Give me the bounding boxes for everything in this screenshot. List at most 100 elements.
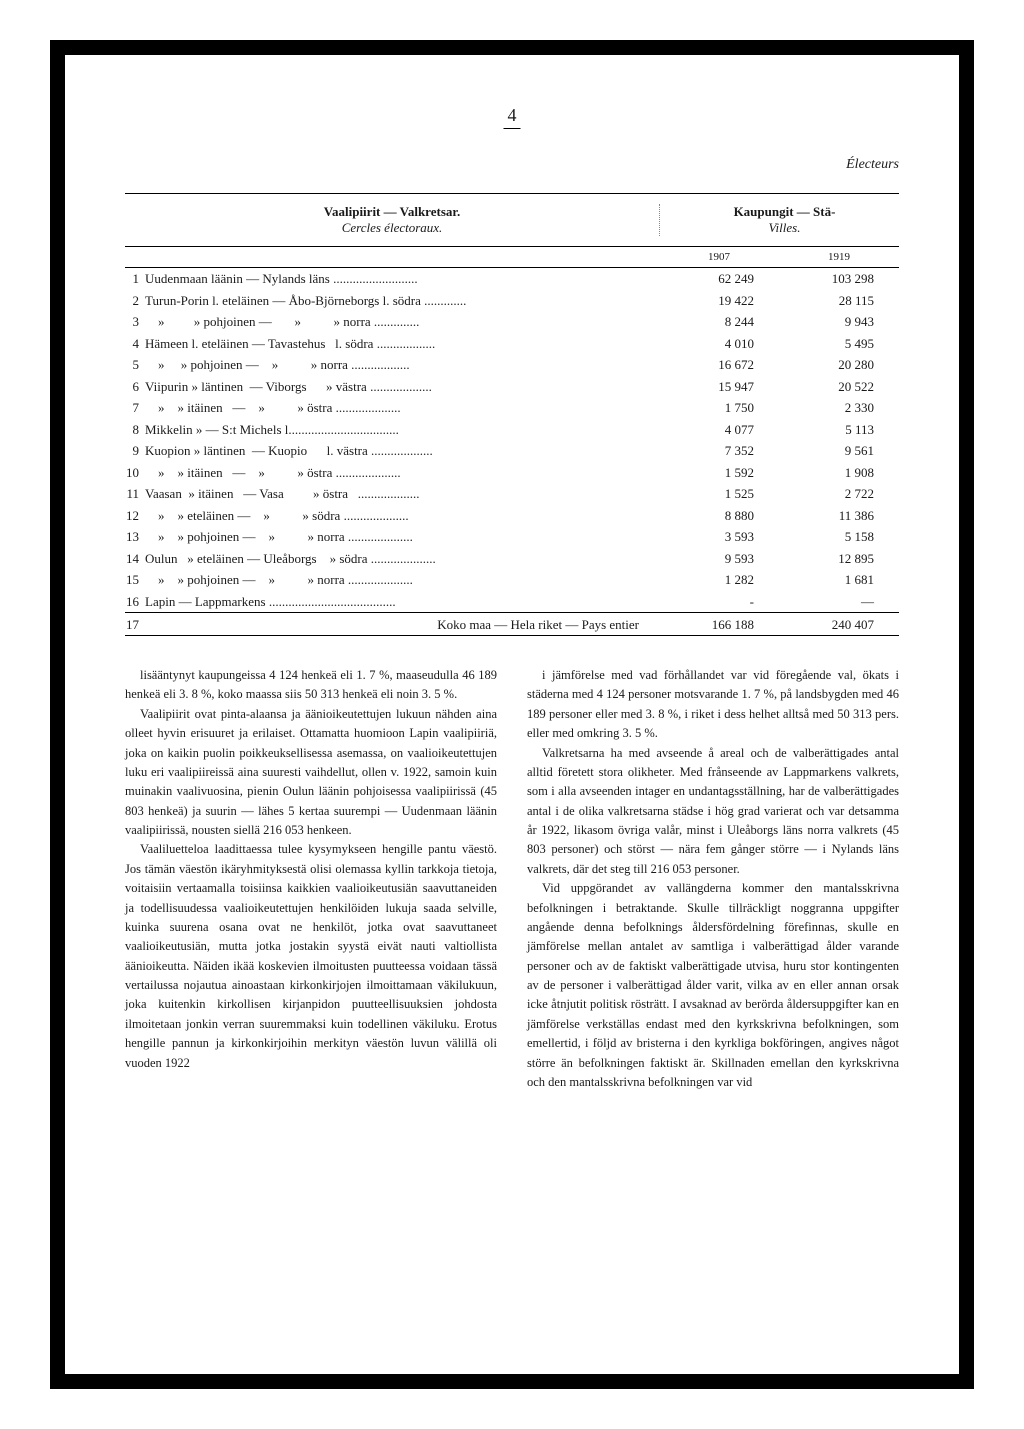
row-label: » » itäinen — » » östra ................… [145,463,659,483]
table-row: 7 » » itäinen — » » östra ..............… [125,397,899,419]
row-value-2: — [779,592,899,612]
header-right: Électeurs [125,157,899,173]
table-header: Vaalipiirit — Valkretsar. Cercles électo… [125,194,899,247]
row-value-2: 20 280 [779,355,899,375]
total-value-2: 240 407 [779,617,899,633]
row-number: 15 [125,570,145,590]
row-label: » » pohjoinen — » » norra ..............… [145,355,659,375]
table-row: 11Vaasan » itäinen — Vasa » östra ......… [125,483,899,505]
row-value-2: 2 722 [779,484,899,504]
table-total-row: 17 Koko maa — Hela riket — Pays entier 1… [125,612,899,635]
table-header-left-title: Vaalipiirit — Valkretsar. [125,204,659,220]
total-row-number: 17 [125,617,145,633]
row-label: Hämeen l. eteläinen — Tavastehus l. södr… [145,334,659,354]
table-body: 1Uudenmaan läänin — Nylands läns .......… [125,268,899,612]
total-value-1: 166 188 [659,617,779,633]
row-number: 6 [125,377,145,397]
row-label: » » pohjoinen — » » norra ..............… [145,570,659,590]
table-header-left: Vaalipiirit — Valkretsar. Cercles électo… [125,204,659,236]
row-number: 9 [125,441,145,461]
row-value-1: 15 947 [659,377,779,397]
row-value-1: 7 352 [659,441,779,461]
row-label: Kuopion » läntinen — Kuopio l. västra ..… [145,441,659,461]
row-label: » » itäinen — » » östra ................… [145,398,659,418]
table-header-left-subtitle: Cercles électoraux. [125,220,659,236]
row-number: 8 [125,420,145,440]
row-value-2: 9 561 [779,441,899,461]
row-value-1: 1 592 [659,463,779,483]
table-row: 5 » » pohjoinen — » » norra ............… [125,354,899,376]
table-row: 15 » » pohjoinen — » » norra ...........… [125,569,899,591]
year-row: 1907 1919 [125,247,899,268]
row-value-1: 4 077 [659,420,779,440]
left-column: lisääntynyt kaupungeissa 4 124 henkeä el… [125,666,497,1092]
table-row: 8Mikkelin » — S:t Michels l.............… [125,419,899,441]
table-row: 12 » » eteläinen — » » södra ...........… [125,505,899,527]
right-para-2: Valkretsarna ha med avseende å areal och… [527,744,899,880]
row-label: » » pohjoinen — » » norra .............. [145,312,659,332]
row-number: 13 [125,527,145,547]
page-number: 4 [504,105,521,129]
table-header-right-title: Kaupungit — Stä- [670,204,899,220]
table-row: 14Oulun » eteläinen — Uleåborgs » södra … [125,548,899,570]
row-number: 12 [125,506,145,526]
row-value-1: 8 244 [659,312,779,332]
row-number: 10 [125,463,145,483]
row-label: Vaasan » itäinen — Vasa » östra ........… [145,484,659,504]
row-value-1: 1 525 [659,484,779,504]
row-value-1: 9 593 [659,549,779,569]
row-value-2: 1 908 [779,463,899,483]
table-row: 2Turun-Porin l. eteläinen — Åbo-Björnebo… [125,290,899,312]
table-row: 13 » » pohjoinen — » » norra ...........… [125,526,899,548]
row-value-2: 5 495 [779,334,899,354]
table-row: 10 » » itäinen — » » östra .............… [125,462,899,484]
right-para-1: i jämförelse med vad förhållandet var vi… [527,666,899,744]
right-para-3: Vid uppgörandet av vallängderna kommer d… [527,879,899,1092]
row-value-1: 19 422 [659,291,779,311]
row-number: 1 [125,269,145,289]
row-value-2: 5 158 [779,527,899,547]
row-number: 3 [125,312,145,332]
row-number: 5 [125,355,145,375]
row-value-2: 11 386 [779,506,899,526]
year-1919: 1919 [779,251,899,263]
row-label: » » eteläinen — » » södra ..............… [145,506,659,526]
row-number: 2 [125,291,145,311]
row-value-2: 5 113 [779,420,899,440]
row-value-2: 20 522 [779,377,899,397]
right-column: i jämförelse med vad förhållandet var vi… [527,666,899,1092]
row-value-1: 16 672 [659,355,779,375]
row-label: Lapin — Lappmarkens ....................… [145,592,659,612]
row-label: Mikkelin » — S:t Michels l..............… [145,420,659,440]
table-row: 3 » » pohjoinen — » » norra ............… [125,311,899,333]
row-value-1: - [659,592,779,612]
row-value-1: 62 249 [659,269,779,289]
table-row: 6Viipurin » läntinen — Viborgs » västra … [125,376,899,398]
row-number: 4 [125,334,145,354]
row-value-2: 1 681 [779,570,899,590]
table-header-right: Kaupungit — Stä- Villes. [659,204,899,236]
row-number: 11 [125,484,145,504]
data-table: Vaalipiirit — Valkretsar. Cercles électo… [125,193,899,636]
table-row: 16Lapin — Lappmarkens ..................… [125,591,899,613]
row-value-2: 103 298 [779,269,899,289]
row-number: 7 [125,398,145,418]
row-label: » » pohjoinen — » » norra ..............… [145,527,659,547]
row-label: Turun-Porin l. eteläinen — Åbo-Björnebor… [145,291,659,311]
year-1907: 1907 [659,251,779,263]
row-number: 14 [125,549,145,569]
row-number: 16 [125,592,145,612]
row-label: Oulun » eteläinen — Uleåborgs » södra ..… [145,549,659,569]
row-value-1: 1 750 [659,398,779,418]
row-value-2: 9 943 [779,312,899,332]
row-value-1: 8 880 [659,506,779,526]
table-row: 1Uudenmaan läänin — Nylands läns .......… [125,268,899,290]
body-text: lisääntynyt kaupungeissa 4 124 henkeä el… [125,666,899,1092]
row-value-1: 3 593 [659,527,779,547]
row-value-2: 12 895 [779,549,899,569]
table-row: 9Kuopion » läntinen — Kuopio l. västra .… [125,440,899,462]
row-value-1: 4 010 [659,334,779,354]
left-para-2: Vaalipiirit ovat pinta-alaansa ja äänioi… [125,705,497,841]
row-value-1: 1 282 [659,570,779,590]
left-para-3: Vaaliluetteloa laadittaessa tulee kysymy… [125,840,497,1073]
